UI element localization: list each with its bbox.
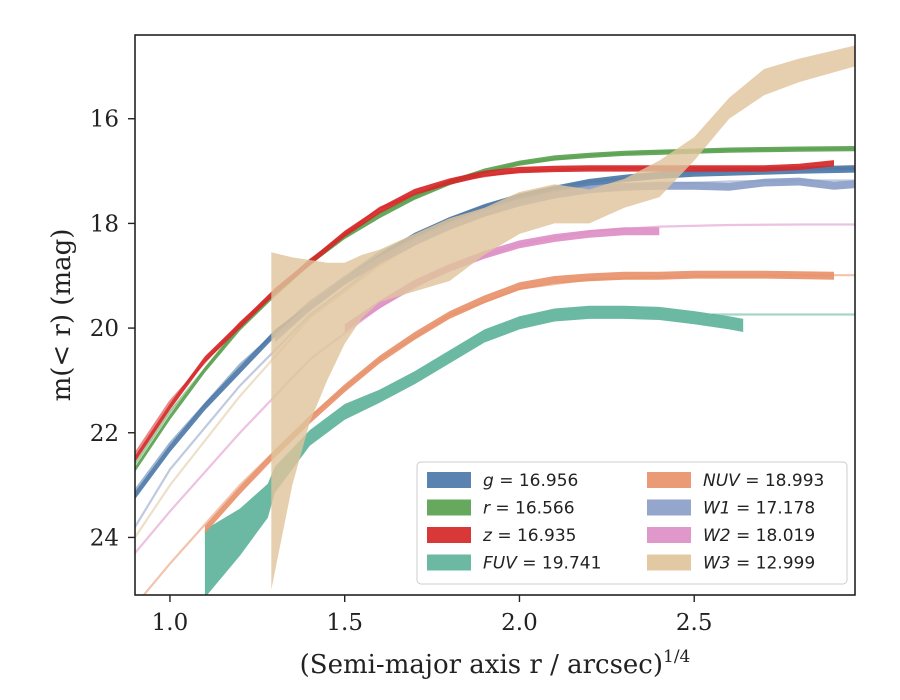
x-axis-label-superscript: 1/4 — [663, 647, 690, 667]
y-tick-label: 22 — [90, 421, 119, 447]
legend-swatch-6 — [647, 499, 691, 516]
legend-swatch-2 — [427, 499, 471, 516]
x-tick-label: 1.5 — [326, 610, 363, 636]
y-tick-label: 18 — [90, 211, 119, 237]
series-band-7 — [344, 227, 660, 332]
legend-label-1: g = 16.956 — [483, 471, 578, 491]
x-tick-label: 2.5 — [676, 610, 713, 636]
y-tick-label: 20 — [90, 316, 119, 342]
legend: g = 16.956 r = 16.566 z = 16.935 FUV = 19.7… — [416, 461, 848, 585]
legend-swatch-8 — [647, 554, 691, 571]
y-tick-label: 16 — [90, 107, 119, 133]
legend-label-2: r = 16.566 — [483, 499, 575, 519]
legend-label-5: NUV = 18.993 — [703, 471, 824, 491]
legend-label-6: W1 = 17.178 — [703, 499, 815, 519]
legend-swatch-4 — [427, 554, 471, 571]
x-tick-label: 1.0 — [152, 610, 189, 636]
legend-label-8: W3 = 12.999 — [703, 554, 815, 574]
legend-label-4: FUV = 19.741 — [483, 554, 601, 574]
legend-label-3: z = 16.935 — [482, 526, 576, 546]
legend-swatch-5 — [647, 472, 691, 488]
x-axis-label: (Semi-major axis r / arcsec)1/4 — [300, 647, 691, 680]
legend-box — [416, 461, 848, 585]
axes: 1.0 1.5 2.0 2.5 16 18 20 22 24 — [90, 34, 856, 636]
legend-label-7: W2 = 18.019 — [703, 526, 815, 546]
legend-swatch-7 — [647, 527, 691, 543]
x-axis-label-text: (Semi-major axis r / arcsec) — [300, 650, 663, 680]
x-tick-label: 2.0 — [501, 610, 538, 636]
series-band-5 — [204, 270, 834, 534]
legend-swatch-3 — [427, 527, 471, 543]
y-tick-label: 24 — [90, 525, 119, 551]
plot-frame — [134, 34, 856, 596]
data-series — [135, 45, 855, 595]
y-axis-label: m(< r) (mag) — [47, 229, 77, 402]
series-band-2 — [135, 146, 855, 472]
legend-swatch-1 — [427, 472, 471, 488]
model-curve-2 — [135, 147, 855, 465]
